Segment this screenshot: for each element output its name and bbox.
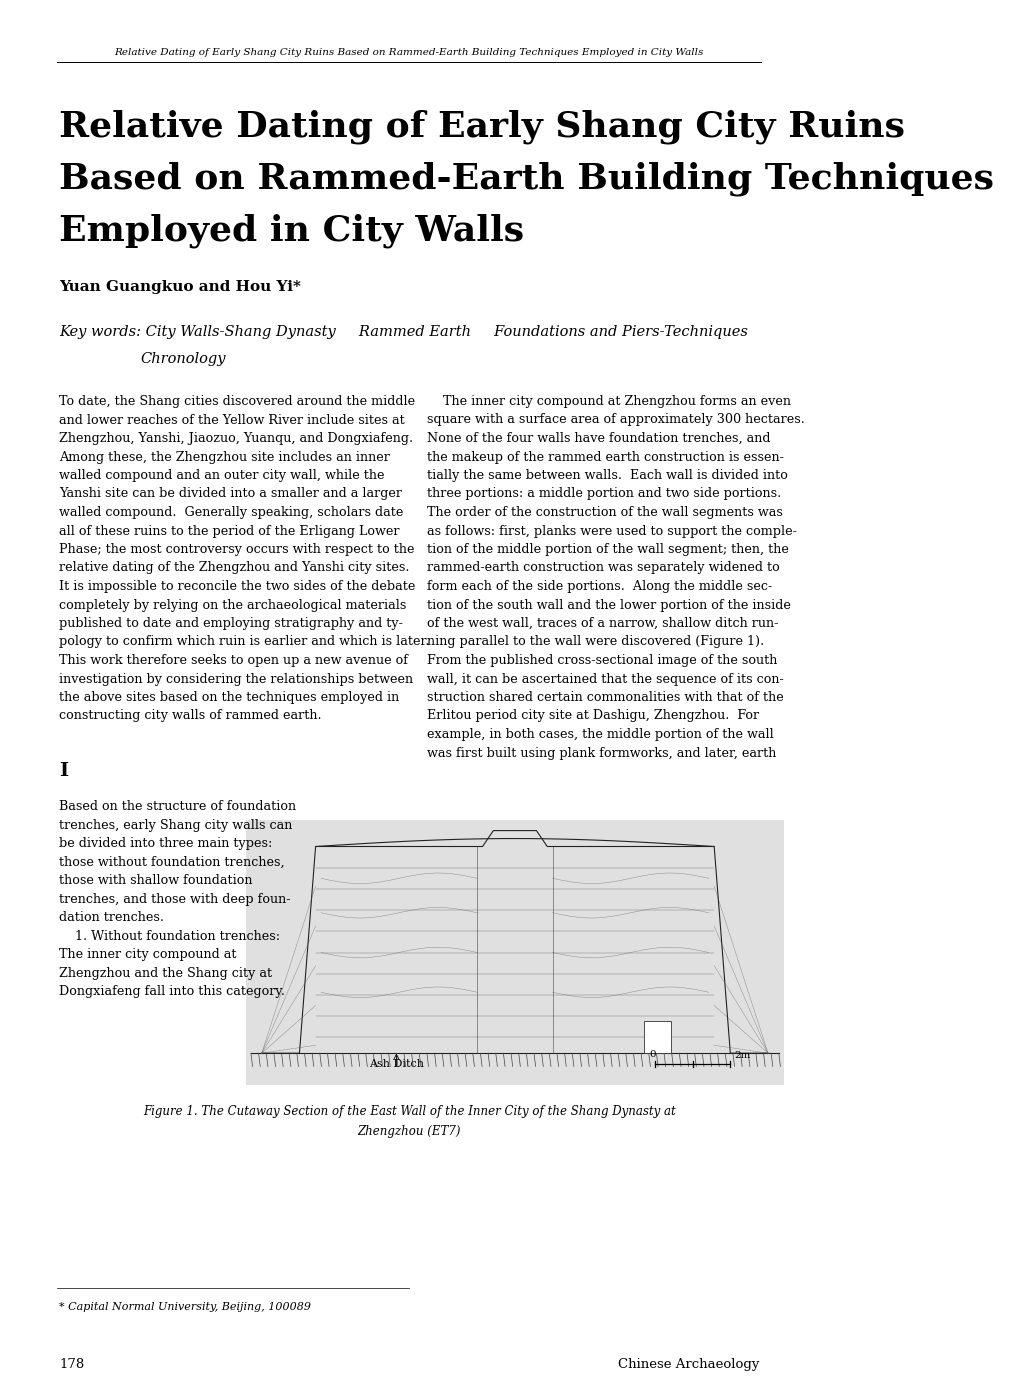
Text: 2m: 2m [734,1050,750,1060]
Text: Based on the structure of foundation
trenches, early Shang city walls can
be div: Based on the structure of foundation tre… [59,800,296,998]
Text: Employed in City Walls: Employed in City Walls [59,215,524,249]
Bar [246,819,784,1085]
Text: Relative Dating of Early Shang City Ruins: Relative Dating of Early Shang City Ruin… [59,109,904,144]
Text: * Capital Normal University, Beijing, 100089: * Capital Normal University, Beijing, 10… [59,1302,311,1312]
Text: Ash Ditch: Ash Ditch [369,1059,424,1068]
Text: Chinese Archaeology: Chinese Archaeology [618,1358,759,1372]
Text: 178: 178 [59,1358,85,1372]
Text: Zhengzhou (ET7): Zhengzhou (ET7) [358,1125,461,1138]
Text: I: I [59,763,68,781]
Text: Yuan Guangkuo and Hou Yi*: Yuan Guangkuo and Hou Yi* [59,280,301,293]
Text: To date, the Shang cities discovered around the middle
and lower reaches of the : To date, the Shang cities discovered aro… [59,394,429,722]
Bar [644,1021,671,1053]
Text: The inner city compound at Zhengzhou forms an even
square with a surface area of: The inner city compound at Zhengzhou for… [427,394,804,760]
Text: Relative Dating of Early Shang City Ruins Based on Rammed-Earth Building Techniq: Relative Dating of Early Shang City Ruin… [114,48,703,57]
Text: Chronology: Chronology [141,352,226,365]
Text: 0: 0 [648,1050,655,1059]
Text: Based on Rammed-Earth Building Techniques: Based on Rammed-Earth Building Technique… [59,162,993,197]
Text: Figure 1. The Cutaway Section of the East Wall of the Inner City of the Shang Dy: Figure 1. The Cutaway Section of the Eas… [143,1104,675,1118]
Text: Key words: City Walls-Shang Dynasty     Rammed Earth     Foundations and Piers-T: Key words: City Walls-Shang Dynasty Ramm… [59,325,747,339]
